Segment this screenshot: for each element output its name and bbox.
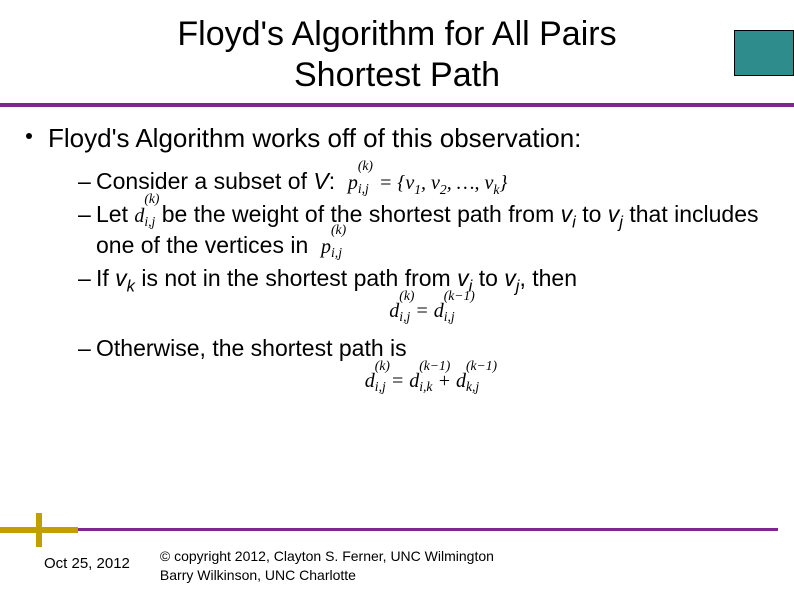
dash-icon: – (78, 333, 91, 364)
formula-p-set: p(k)i,j = {v1, v2, …, vk} (348, 170, 508, 197)
footer-date: Oct 25, 2012 (44, 547, 130, 572)
sub2-vj: vj (608, 201, 623, 227)
sub3-vk: vk (115, 265, 135, 291)
formula-line-1: d(k)i,j = d(k−1)i,j (78, 300, 766, 323)
dash-icon: – (78, 166, 91, 197)
sub3-pre: If (96, 265, 115, 291)
formula-eq2: d(k)i,j = d(k−1)i,k + d(k−1)k,j (365, 370, 479, 392)
title-area: Floyd's Algorithm for All Pairs Shortest… (0, 0, 794, 102)
footer-decoration (0, 513, 78, 547)
sub1-colon: : (329, 168, 335, 194)
slide-title: Floyd's Algorithm for All Pairs Shortest… (40, 14, 754, 96)
main-bullet: Floyd's Algorithm works off of this obse… (44, 122, 766, 155)
sub2-pre: Let (96, 201, 134, 227)
copy-line-2: Barry Wilkinson, UNC Charlotte (160, 567, 356, 583)
title-line-2: Shortest Path (294, 56, 500, 94)
gold-vbar-icon (36, 513, 42, 547)
sub2-mid: be the weight of the shortest path from (162, 201, 561, 227)
title-rule (0, 103, 794, 107)
sub2-vi: vi (561, 201, 576, 227)
dash-icon: – (78, 199, 91, 230)
footer-copyright: © copyright 2012, Clayton S. Ferner, UNC… (160, 547, 494, 585)
sub2-to: to (576, 201, 608, 227)
copy-line-1: © copyright 2012, Clayton S. Ferner, UNC… (160, 548, 494, 564)
dash-icon: – (78, 263, 91, 294)
formula-line-2: d(k)i,j = d(k−1)i,k + d(k−1)k,j (78, 370, 766, 393)
formula-p-ij: p(k)i,j (321, 234, 342, 261)
sub-item-1: – Consider a subset of V: p(k)i,j = {v1,… (78, 166, 766, 197)
sub-bullet-list: – Consider a subset of V: p(k)i,j = {v1,… (44, 166, 766, 393)
title-line-1: Floyd's Algorithm for All Pairs (177, 15, 616, 53)
sub3-end: , then (519, 265, 577, 291)
formula-eq1: d(k)i,j = d(k−1)i,j (389, 300, 454, 322)
content-area: Floyd's Algorithm works off of this obse… (0, 102, 794, 394)
sub-item-3: – If vk is not in the shortest path from… (78, 263, 766, 294)
footer: Oct 25, 2012 © copyright 2012, Clayton S… (44, 547, 774, 585)
sub1-V: V (313, 168, 328, 194)
teal-box-icon (734, 30, 794, 76)
sub3-to: to (472, 265, 504, 291)
footer-rule (0, 528, 778, 531)
sub-item-2: – Let d(k)i,j be the weight of the short… (78, 199, 766, 261)
sub4-text: Otherwise, the shortest path is (96, 335, 407, 361)
formula-dij-k: d(k)i,j (134, 203, 155, 230)
bullet-icon (26, 133, 32, 139)
sub1-pre: Consider a subset of (96, 168, 313, 194)
sub3-vj: vj (504, 265, 519, 291)
main-bullet-text: Floyd's Algorithm works off of this obse… (48, 123, 581, 153)
